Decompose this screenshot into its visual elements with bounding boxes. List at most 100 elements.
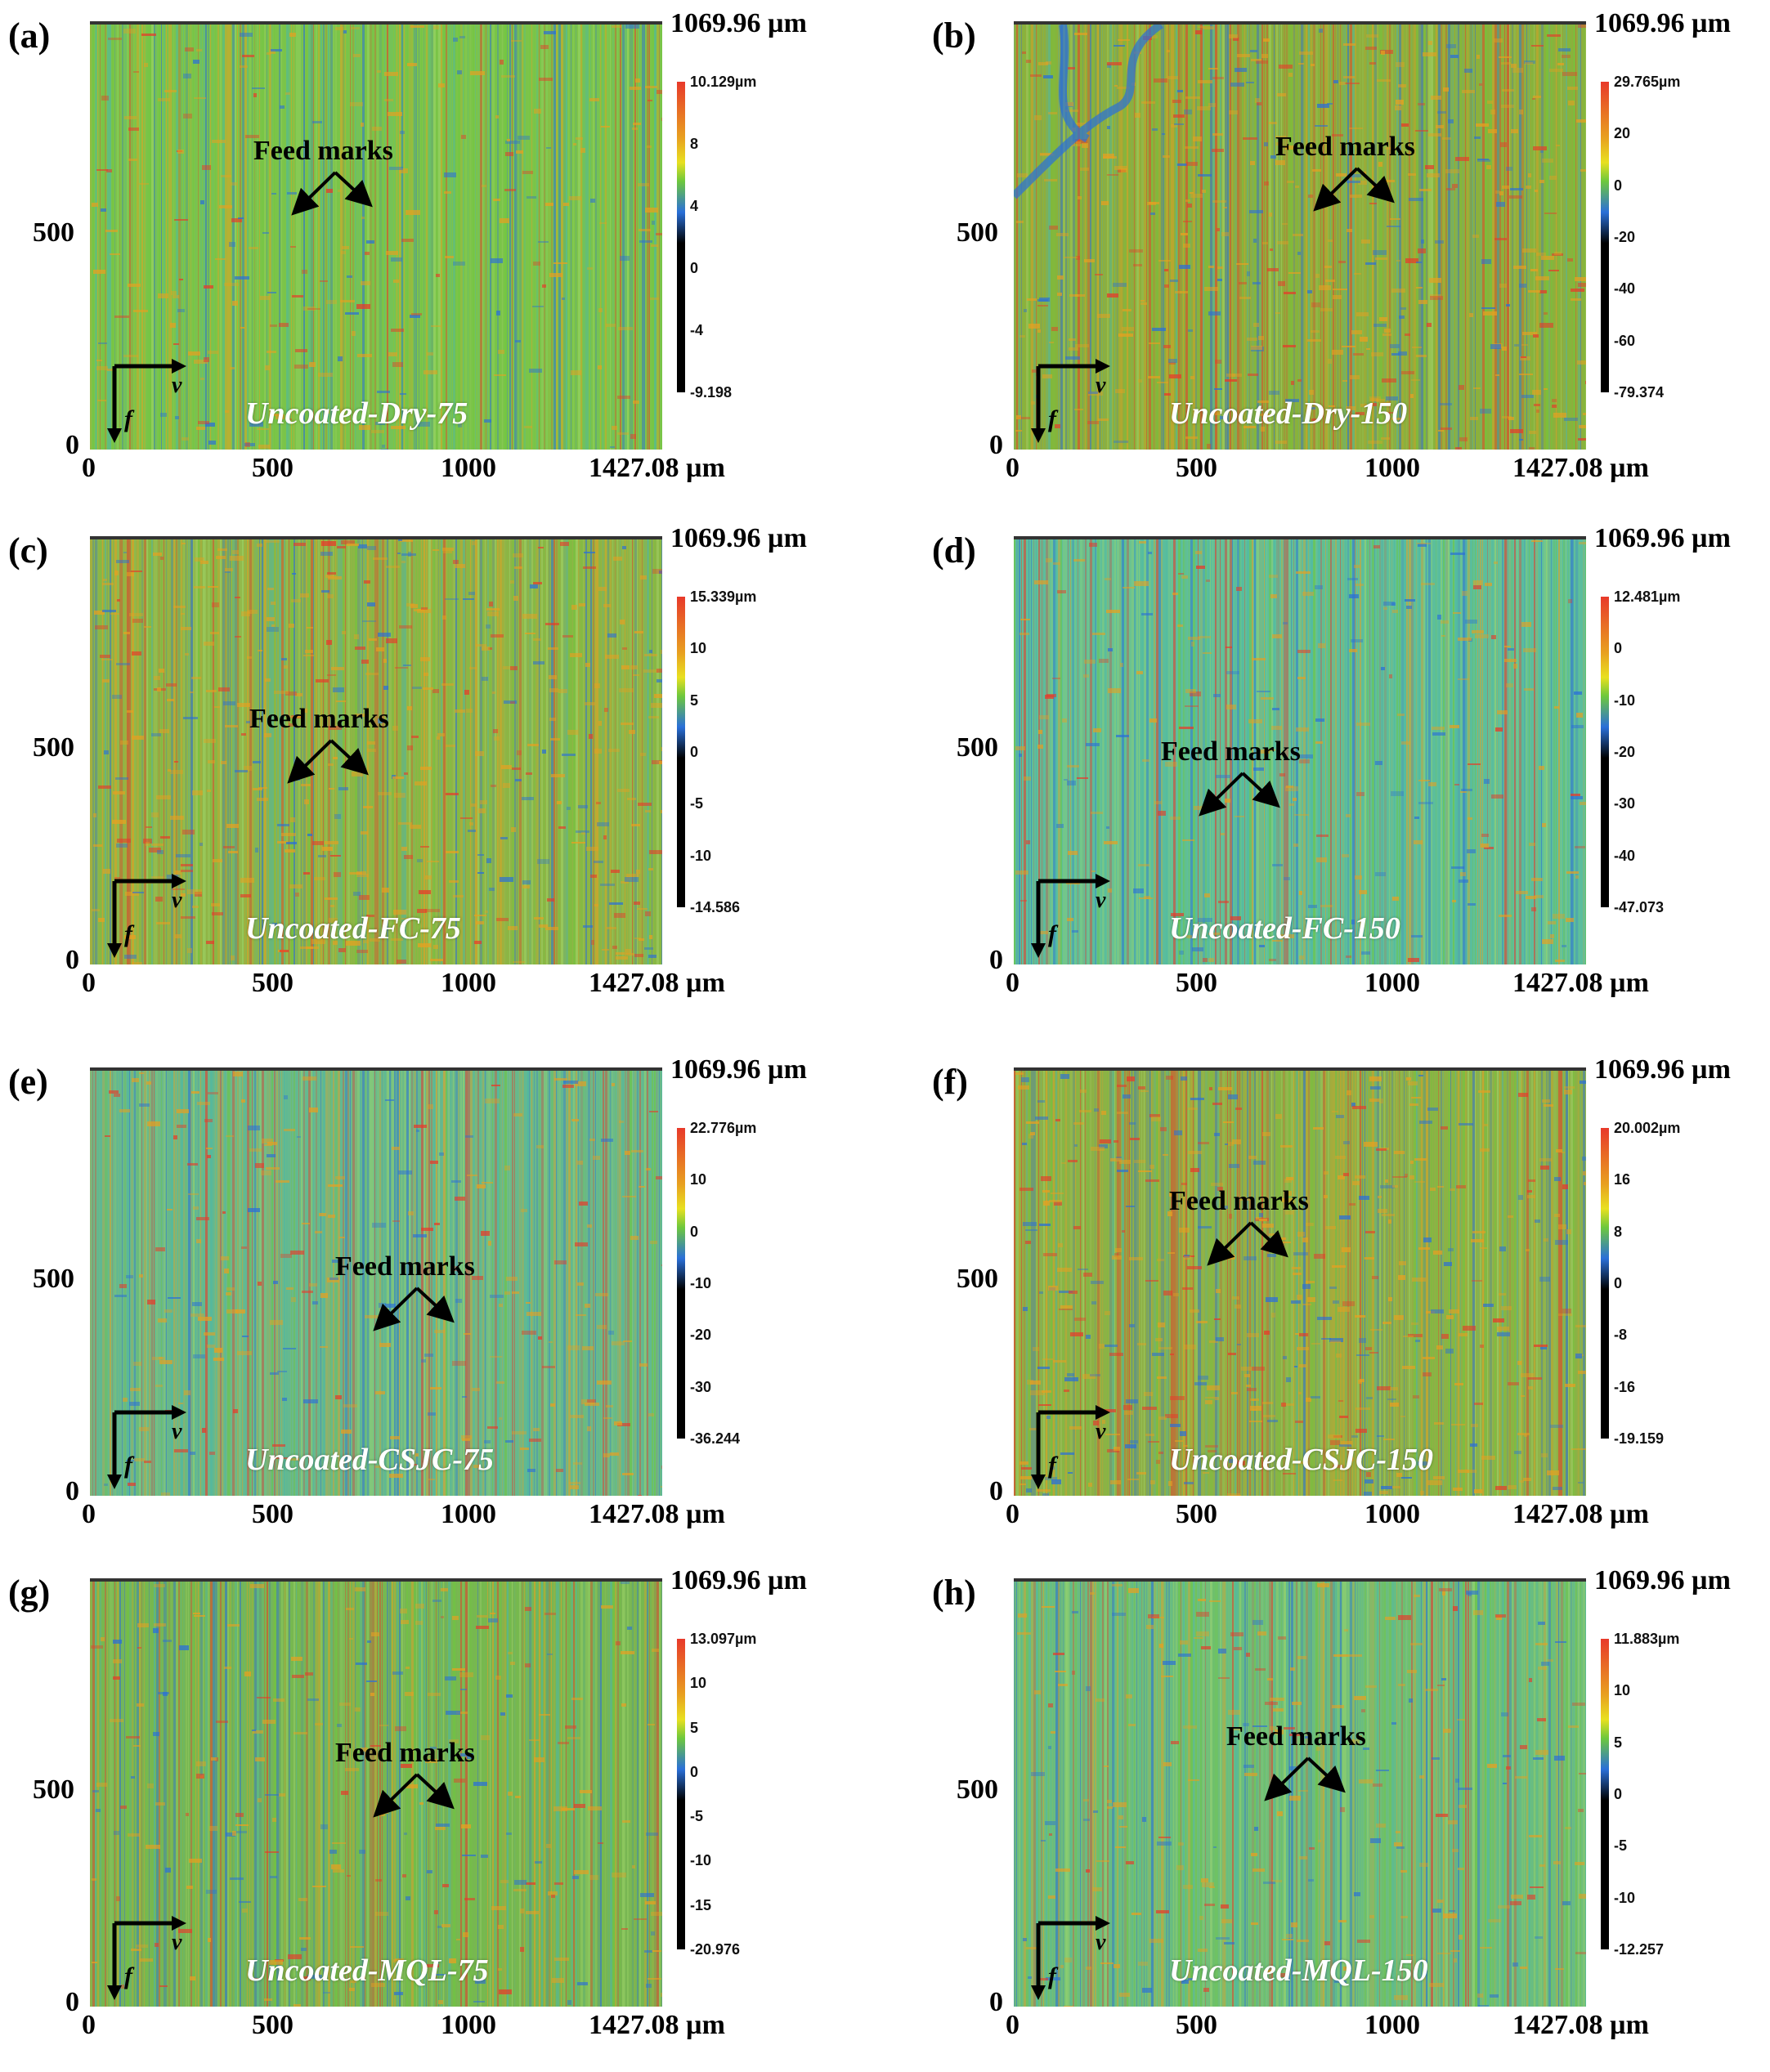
direction-axes-icon [1031, 874, 1110, 958]
panel-label: (e) [8, 1062, 48, 1102]
x-max-label: 1427.08 µm [1512, 968, 1649, 998]
y-tick-500: 500 [957, 1774, 998, 1805]
f-direction-label: f [124, 405, 132, 432]
colorbar-tick-label: -10 [690, 1852, 712, 1869]
direction-axes-icon [107, 1405, 186, 1489]
direction-axes-icon [107, 874, 186, 958]
condition-label: Uncoated-CSJC-75 [245, 1443, 494, 1477]
y-max-label: 1069.96 µm [670, 8, 807, 38]
condition-label: Uncoated-MQL-75 [245, 1953, 489, 1988]
colorbar-tick-label: 0 [1614, 1275, 1623, 1291]
direction-axes-icon [107, 1916, 186, 2000]
panel-f: (f) 1069.96 µm 500 0 0 500 1000 1427.08 µm Feed … [932, 1054, 1770, 1561]
surface-map [1014, 1578, 1586, 2007]
condition-label: Uncoated-MQL-150 [1169, 1953, 1428, 1988]
y-tick-0: 0 [989, 1987, 1003, 2017]
v-direction-label: v [1096, 888, 1106, 913]
panel-label: (a) [8, 16, 51, 56]
f-direction-label: f [1048, 1962, 1056, 1989]
colorbar-tick-label: -14.586 [690, 899, 741, 915]
panel-label: (d) [932, 530, 976, 571]
colorbar-tick-label: -40 [1614, 847, 1636, 864]
colorbar-tick-label: 15.339µm [690, 588, 757, 605]
colorbar-tick-label: 8 [690, 136, 699, 152]
x-tick-0: 0 [1006, 1499, 1019, 1529]
colorbar-tick-label: -79.374 [1614, 384, 1665, 401]
colorbar-tick-label: -47.073 [1614, 899, 1665, 915]
colorbar-tick-label: -30 [1614, 795, 1636, 812]
colorbar-tick-label: -19.159 [1614, 1430, 1665, 1447]
x-tick-1000: 1000 [441, 2010, 496, 2040]
colorbar-tick-label: -10 [1614, 691, 1636, 709]
x-tick-1000: 1000 [1364, 453, 1420, 483]
panel-label: (f) [932, 1062, 968, 1102]
feed-arrows-icon [1313, 167, 1395, 212]
colorbar-tick-label: 0 [690, 260, 699, 276]
colorbar-tick-label: 10 [1614, 1682, 1631, 1699]
colorbar-tick-label: -10 [690, 1275, 712, 1291]
height-colorbar [1601, 82, 1609, 392]
y-tick-0: 0 [65, 1987, 79, 2017]
panel-label: (b) [932, 16, 976, 56]
feed-arrows-icon [1207, 1221, 1288, 1266]
x-tick-500: 500 [252, 1499, 294, 1529]
f-direction-label: f [124, 920, 132, 947]
feed-marks-label: Feed marks [249, 704, 389, 734]
y-tick-0: 0 [989, 1476, 1003, 1506]
x-max-label: 1427.08 µm [1512, 1499, 1649, 1529]
direction-axes-icon [107, 359, 186, 443]
y-tick-0: 0 [989, 945, 1003, 975]
panel-a: (a) 1069.96 µm 500 0 0 500 1000 1427.08 µm Feed … [8, 8, 891, 515]
x-max-label: 1427.08 µm [1512, 453, 1649, 483]
f-direction-label: f [124, 1962, 132, 1989]
y-max-label: 1069.96 µm [670, 1054, 807, 1085]
height-colorbar [677, 1128, 685, 1439]
x-tick-1000: 1000 [1364, 968, 1420, 998]
condition-label: Uncoated-Dry-75 [245, 396, 468, 431]
panel-label: (h) [932, 1573, 976, 1613]
x-max-label: 1427.08 µm [1512, 2010, 1649, 2040]
colorbar-tick-label: 0 [690, 1223, 699, 1240]
colorbar-tick-label: -9.198 [690, 384, 733, 401]
x-tick-500: 500 [252, 968, 294, 998]
colorbar-tick-label: 5 [1614, 1734, 1623, 1751]
colorbar-tick-label: 10 [690, 1675, 707, 1692]
y-max-label: 1069.96 µm [670, 1565, 807, 1595]
panel-c: (c) 1069.96 µm 500 0 0 500 1000 1427.08 µm Feed … [8, 523, 891, 1030]
y-tick-500: 500 [33, 1264, 74, 1294]
panel-d: (d) 1069.96 µm 500 0 0 500 1000 1427.08 µm Feed … [932, 523, 1770, 1030]
y-tick-0: 0 [65, 430, 79, 460]
colorbar-tick-label: -40 [1614, 280, 1636, 298]
colorbar-tick-label: 10 [690, 640, 707, 657]
y-max-label: 1069.96 µm [670, 523, 807, 553]
colorbar-tick-label: -12.257 [1614, 1941, 1665, 1958]
direction-axes-icon [1031, 359, 1110, 443]
height-colorbar [677, 82, 685, 392]
x-tick-0: 0 [1006, 2010, 1019, 2040]
colorbar-tick-label: -5 [690, 1808, 704, 1825]
height-colorbar [1601, 1128, 1609, 1439]
colorbar-tick-label: 0 [690, 1763, 699, 1780]
f-direction-label: f [1048, 920, 1056, 947]
feed-arrows-icon [373, 1773, 455, 1818]
panel-g: (g) 1069.96 µm 500 0 0 500 1000 1427.08 µm Feed … [8, 1565, 891, 2072]
colorbar-tick-label: -15 [690, 1896, 712, 1913]
panel-label: (c) [8, 530, 48, 571]
v-direction-label: v [172, 888, 182, 913]
f-direction-label: f [124, 1452, 132, 1479]
y-tick-500: 500 [33, 732, 74, 763]
feed-arrows-icon [1199, 772, 1280, 817]
feed-marks-label: Feed marks [1275, 132, 1415, 162]
f-direction-label: f [1048, 1452, 1056, 1479]
condition-label: Uncoated-FC-150 [1169, 911, 1400, 946]
y-tick-0: 0 [65, 945, 79, 975]
height-colorbar [677, 1639, 685, 1949]
colorbar-tick-label: 20.002µm [1614, 1120, 1681, 1136]
colorbar-tick-label: 29.765µm [1614, 74, 1681, 90]
colorbar-tick-label: -4 [690, 322, 704, 338]
colorbar-tick-label: -5 [690, 795, 704, 812]
panel-h: (h) 1069.96 µm 500 0 0 500 1000 1427.08 µm Feed … [932, 1565, 1770, 2072]
feed-marks-label: Feed marks [1226, 1721, 1366, 1752]
colorbar-tick-label: -60 [1614, 332, 1636, 349]
y-max-label: 1069.96 µm [1594, 1054, 1731, 1085]
